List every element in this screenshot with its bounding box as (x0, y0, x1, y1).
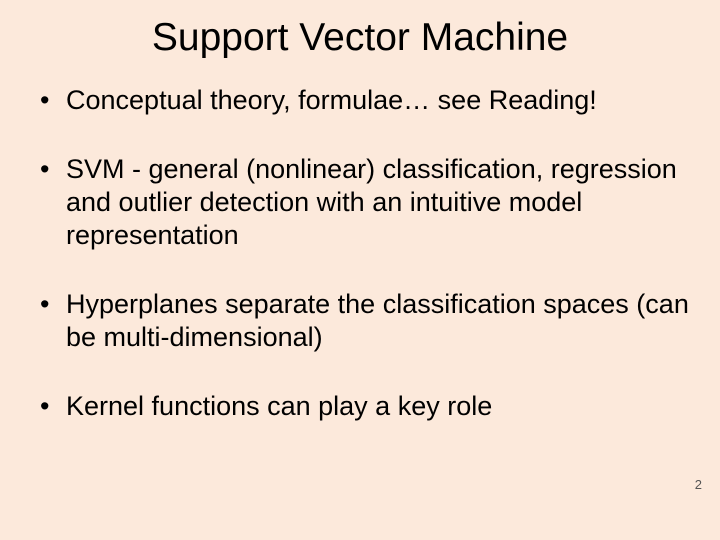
bullet-item: Kernel functions can play a key role (38, 390, 690, 423)
bullet-item: Conceptual theory, formulae… see Reading… (38, 84, 690, 117)
bullet-item: SVM - general (nonlinear) classification… (38, 153, 690, 252)
slide-title: Support Vector Machine (30, 16, 690, 60)
bullet-item: Hyperplanes separate the classification … (38, 288, 690, 354)
slide-container: Support Vector Machine Conceptual theory… (0, 0, 720, 540)
bullet-list: Conceptual theory, formulae… see Reading… (30, 84, 690, 423)
page-number: 2 (695, 477, 702, 492)
